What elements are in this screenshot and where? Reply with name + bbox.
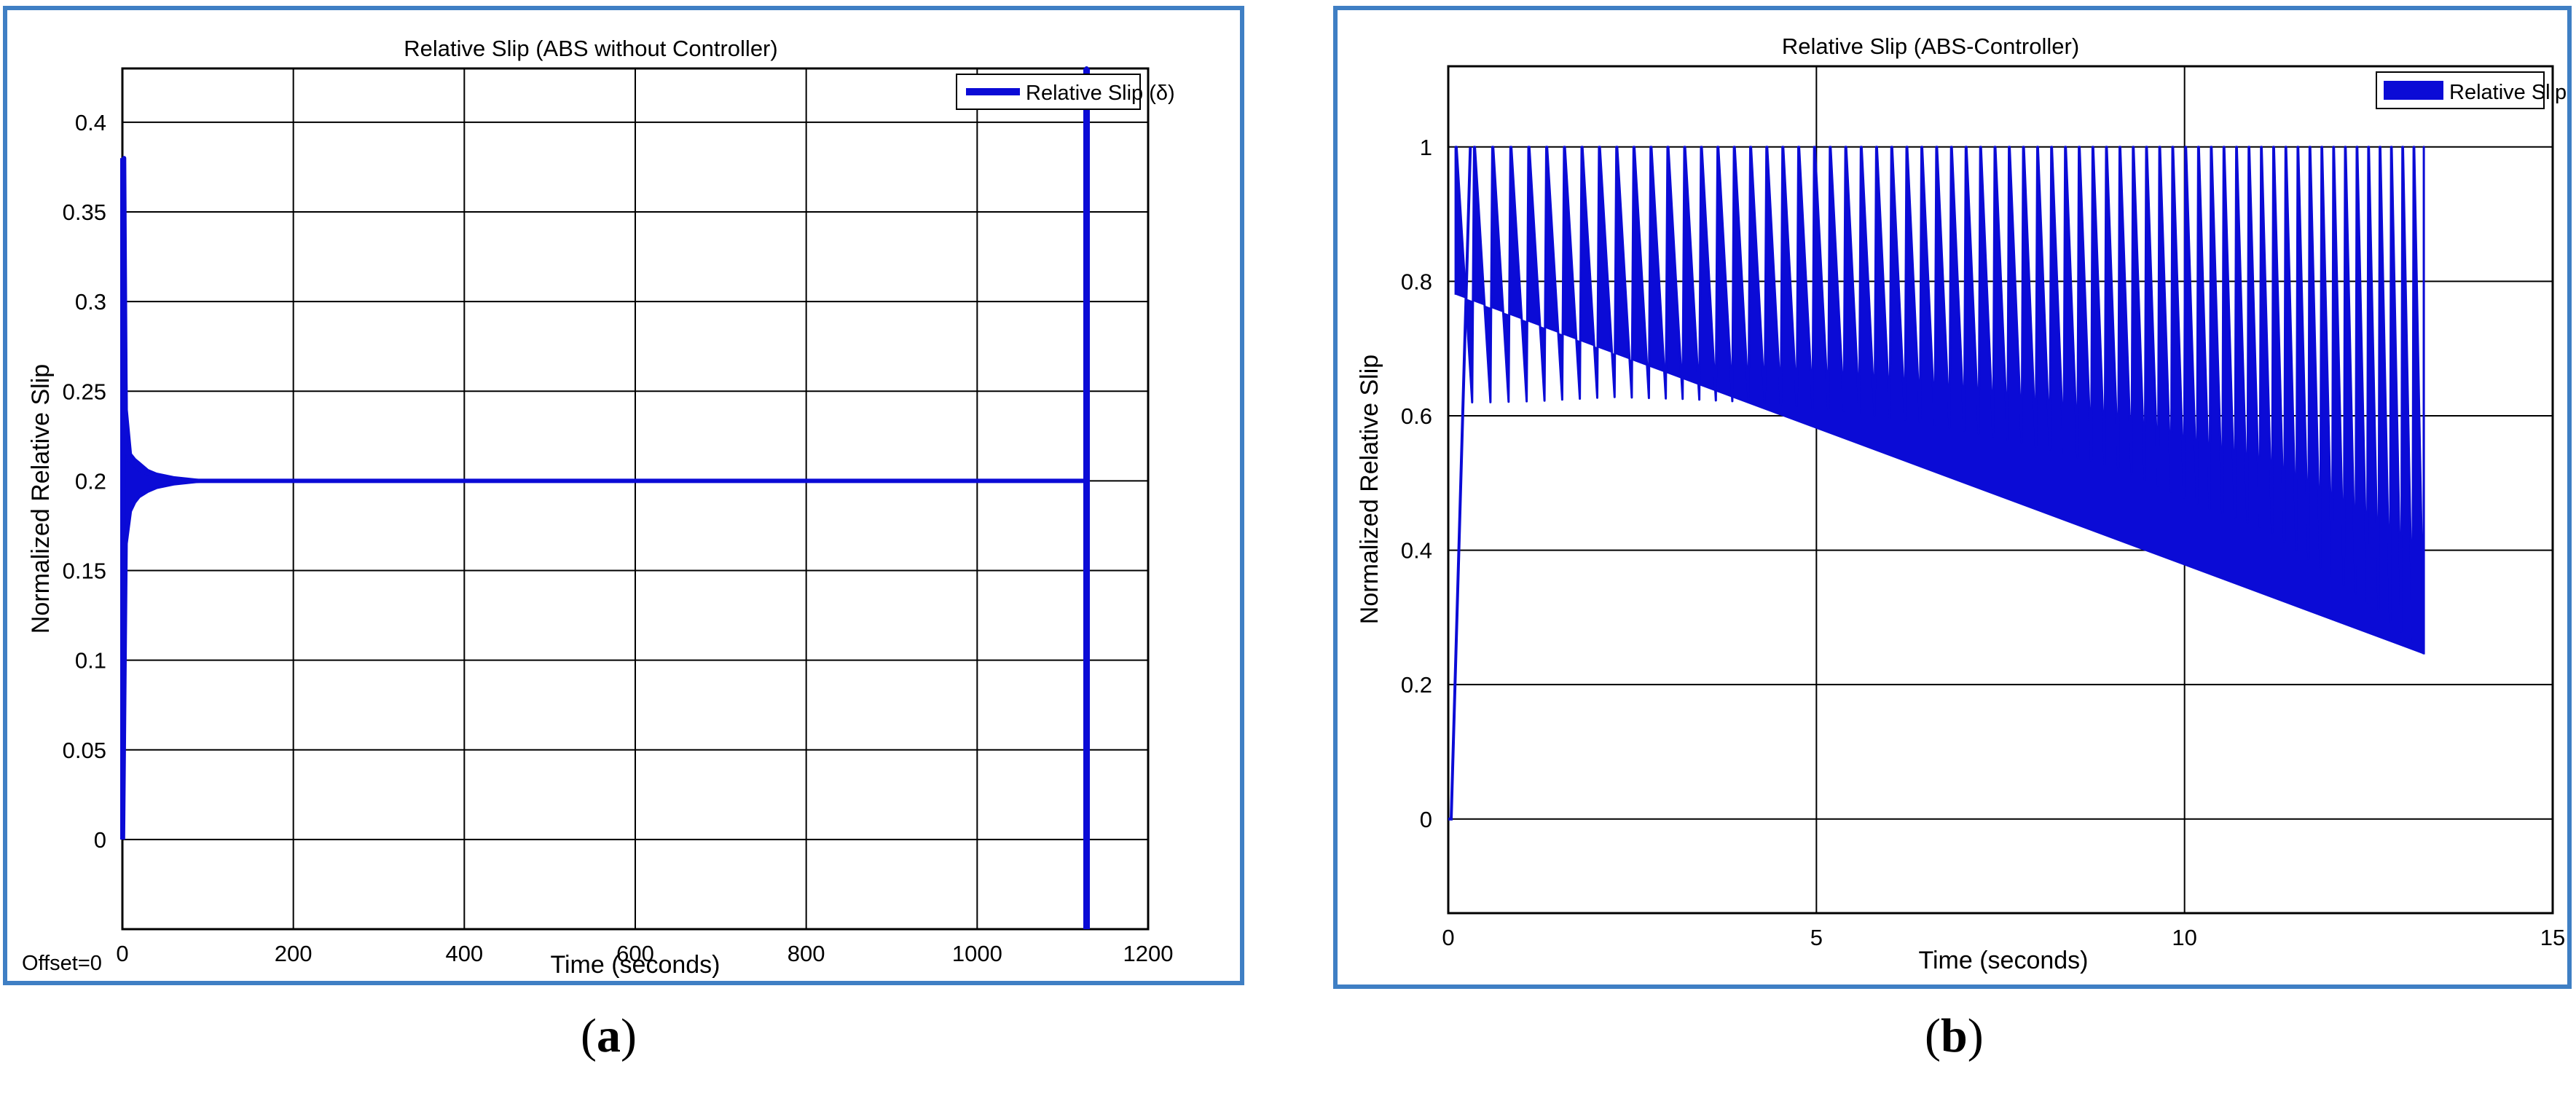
caption-a-open: ( [581,1009,597,1062]
y-axis-label: Normalized Relative Slip [1356,355,1383,624]
x-tick-label: 800 [788,941,825,966]
chart-title: Relative Slip (ABS-Controller) [1782,33,2079,59]
relative-slip-chart-a: Relative Slip (ABS without Controller) 0… [22,36,1175,979]
x-tick-label: 600 [616,941,654,966]
y-tick-label: 0.05 [63,738,106,763]
y-tick-label: 0.6 [1401,403,1432,429]
chart-panel-a: Relative Slip (ABS without Controller) 0… [3,6,1244,985]
chart-title: Relative Slip (ABS without Controller) [404,36,777,61]
series-rise [1448,146,1472,821]
x-tick-label: 200 [275,941,313,966]
caption-a-close: ) [620,1009,637,1062]
y-tick-label: 0.15 [63,559,106,584]
y-tick-label: 1 [1420,135,1432,160]
y-tick-label: 0.4 [1401,538,1432,564]
legend-label: Relative Slip (δ) [1026,82,1175,105]
x-tick-label: 0 [1442,925,1454,950]
y-tick-label: 0.25 [63,379,106,404]
y-tick-label: 0.35 [63,200,106,225]
y-tick-label: 0.1 [75,648,106,674]
x-tick-label: 15 [2540,925,2565,950]
series-oscillation-envelope [122,158,208,840]
relative-slip-chart-b: Relative Slip (ABS-Controller) 0 5 10 15 0 0.… [1356,33,2576,974]
x-tick-label: 0 [116,941,128,966]
chart-panel-b: Relative Slip (ABS-Controller) 0 5 10 15 0 0.… [1333,6,2576,989]
legend-label: Relative Slip (δ) [2449,81,2567,104]
y-tick-label: 0.2 [1401,672,1432,698]
x-axis-label: Time (seconds) [550,951,720,979]
legend: Relative Slip (δ) [956,74,1175,110]
offset-annotation: Offset=0 [22,952,102,975]
y-tick-label: 0.8 [1401,269,1432,294]
series-line [120,66,1089,929]
x-axis-label: Time (seconds) [1918,947,2088,974]
legend: Relative Slip (δ) [2376,71,2576,109]
y-tick-label: 0 [1420,807,1432,832]
y-tick-label: 0 [94,827,106,853]
caption-b-close: ) [1967,1009,1984,1062]
caption-a: (a) [581,1009,637,1064]
caption-b-open: ( [1925,1009,1941,1062]
series-oscillation [1454,146,2425,655]
y-tick-label: 0.4 [75,110,106,135]
y-axis-label: Normalized Relative Slip [27,364,55,634]
caption-b: (b) [1925,1009,1984,1064]
x-tick-label: 5 [1810,925,1823,950]
plot-area [1447,65,2554,915]
caption-a-letter: a [596,1009,621,1062]
x-tick-label: 1000 [952,941,1002,966]
x-tick-label: 10 [2172,925,2196,950]
x-tick-label: 400 [445,941,483,966]
x-tick-label: 1200 [1123,941,1174,966]
caption-b-letter: b [1940,1009,1968,1062]
y-tick-label: 0.3 [75,289,106,315]
y-tick-label: 0.2 [75,468,106,494]
